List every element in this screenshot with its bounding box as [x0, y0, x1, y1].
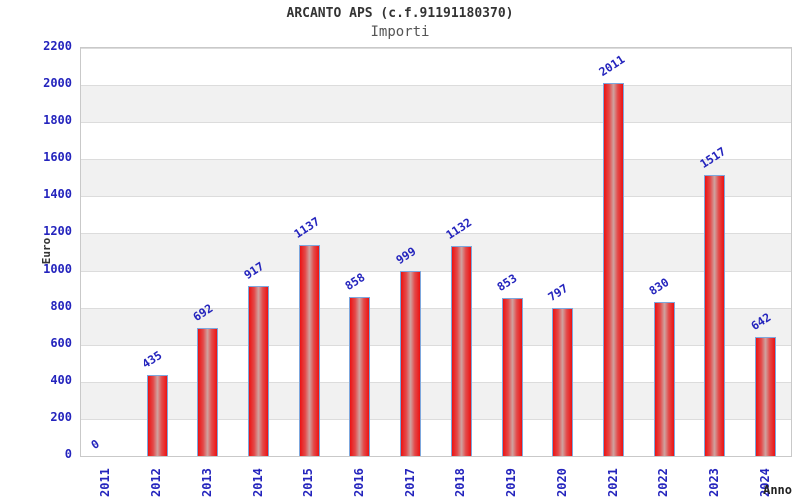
bar-2023 — [704, 174, 726, 456]
bar-2018 — [450, 246, 472, 456]
bar-value-label: 797 — [545, 281, 571, 305]
y-tick-label: 200 — [50, 409, 72, 424]
plot-shade-band — [81, 381, 791, 419]
gridline — [81, 233, 791, 235]
x-tick-label: 2016 — [351, 468, 366, 497]
x-tick-label: 2021 — [605, 468, 620, 497]
y-tick-label: 1000 — [43, 261, 72, 276]
bar-2022 — [653, 302, 675, 456]
gridline — [81, 307, 791, 309]
bar-value-label: 830 — [646, 275, 672, 299]
x-tick-label: 2012 — [149, 468, 164, 497]
plot-area: 0 435 692 917 1137 858 999 1132 853 797 2011 830 151… — [80, 47, 792, 457]
y-tick-label: 2200 — [43, 39, 72, 53]
gridline — [81, 418, 791, 420]
x-tick-label: 2019 — [504, 468, 519, 497]
x-tick-label: 2015 — [301, 468, 316, 497]
bar-value-label: 853 — [494, 270, 520, 294]
gridline — [81, 196, 791, 198]
gridline — [81, 122, 791, 124]
x-tick-label: 2023 — [706, 468, 721, 497]
gridline — [81, 85, 791, 87]
bar-value-label: 435 — [139, 348, 165, 372]
bar-2021 — [603, 83, 624, 456]
y-tick-label: 1600 — [43, 150, 72, 165]
y-tick-label: 400 — [50, 372, 72, 387]
y-axis-label: Euro — [40, 237, 53, 265]
bar-2015 — [298, 245, 320, 456]
x-tick-label: 2018 — [453, 468, 468, 497]
gridline — [81, 270, 791, 272]
x-tick-label: 2014 — [250, 468, 265, 497]
bar-2013 — [197, 327, 219, 456]
bar-2020 — [552, 308, 574, 456]
y-tick-label: 1400 — [43, 187, 72, 202]
bar-2024 — [755, 336, 777, 456]
x-tick-label: 2017 — [402, 468, 417, 497]
chart-subtitle: Importi — [370, 24, 430, 40]
y-tick-label: 600 — [50, 335, 72, 350]
y-tick-label: 1800 — [43, 113, 72, 128]
gridline — [81, 159, 791, 161]
y-tick-label: 0 — [64, 447, 72, 461]
y-tick-label: 800 — [50, 298, 72, 313]
x-tick-label: 2020 — [554, 468, 569, 497]
bar-value-label: 0 — [88, 436, 103, 452]
plot-shade-band — [81, 233, 791, 271]
x-tick-label: 2022 — [656, 468, 671, 497]
gridline — [81, 48, 791, 49]
bar-2016 — [349, 296, 371, 456]
plot-shade-band — [81, 159, 791, 197]
bar-2014 — [248, 285, 269, 456]
x-tick-label: 2011 — [98, 468, 113, 497]
gridline — [81, 381, 791, 383]
y-tick-label: 2000 — [43, 76, 72, 91]
x-tick-label: 2013 — [199, 468, 214, 497]
bar-2017 — [400, 270, 422, 456]
bar-value-label: 2011 — [595, 52, 627, 80]
plot-shade-band — [81, 307, 791, 345]
plot-shade-band — [81, 85, 791, 123]
chart-title: ARCANTO APS (c.f.91191180370) — [286, 6, 514, 21]
y-tick-label: 1200 — [43, 224, 72, 239]
bar-value-label: 858 — [342, 269, 368, 293]
bar-2019 — [501, 297, 523, 456]
gridline — [81, 344, 791, 346]
x-axis-label: Anno — [763, 483, 792, 497]
bar-2012 — [146, 375, 168, 456]
